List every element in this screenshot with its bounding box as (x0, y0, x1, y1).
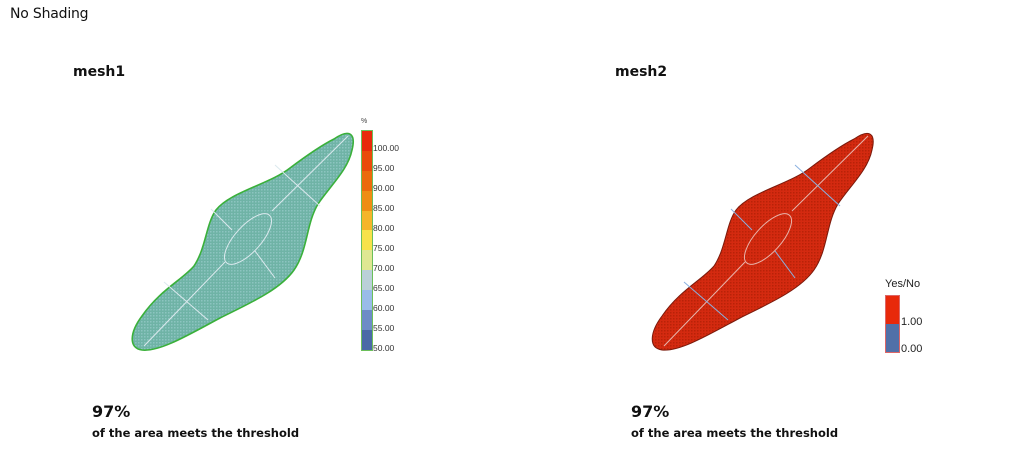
legend-swatch (362, 210, 372, 231)
mesh1-gridlines (143, 135, 349, 347)
mesh2-crosslines (683, 164, 841, 321)
legend-swatch-yes (886, 296, 899, 324)
mesh1-legend-colorbar (361, 130, 373, 351)
legend-tick: 65.00 (373, 283, 395, 293)
mesh2-percent: 97% (631, 402, 670, 421)
legend-swatch (362, 131, 372, 151)
mesh2-legend: Yes/No 1.00 0.00 (880, 278, 950, 358)
page-title: No Shading (10, 6, 89, 22)
legend-tick: 100.00 (373, 143, 399, 153)
mesh2-gridlines (663, 135, 869, 347)
mesh1-outline (131, 132, 354, 351)
legend-tick: 55.00 (373, 323, 395, 333)
legend-swatch (362, 230, 372, 251)
legend-tick: 50.00 (373, 343, 395, 353)
legend-tick: 90.00 (373, 183, 395, 193)
legend-tick: 80.00 (373, 223, 395, 233)
legend-swatch-no (886, 324, 899, 352)
legend-swatch (362, 270, 372, 291)
mesh2-title: mesh2 (615, 64, 668, 80)
mesh1-caption: of the area meets the threshold (92, 426, 300, 440)
mesh2-outline (651, 132, 874, 351)
legend-tick: 60.00 (373, 303, 395, 313)
legend-swatch (362, 170, 372, 191)
legend-tick: 95.00 (373, 163, 395, 173)
mesh1-title: mesh1 (73, 64, 126, 80)
legend-tick: 70.00 (373, 263, 395, 273)
legend-tick: 85.00 (373, 203, 395, 213)
legend-swatch (362, 190, 372, 211)
mesh2-caption: of the area meets the threshold (631, 426, 839, 440)
legend-swatch (362, 290, 372, 311)
mesh2-surface (651, 132, 874, 351)
mesh1-surface (131, 132, 354, 351)
mesh2-legend-title: Yes/No (885, 278, 921, 290)
legend-swatch (362, 150, 372, 171)
legend-tick: 1.00 (901, 316, 923, 328)
legend-swatch (362, 310, 372, 330)
mesh1-legend-unit: % (361, 118, 368, 125)
mesh1-legend: % 100.00 95.00 90.00 85.00 80.00 75.00 7… (358, 118, 418, 358)
mesh2-legend-colorbar (885, 295, 900, 353)
mesh1-percent: 97% (92, 402, 131, 421)
legend-swatch (362, 250, 372, 271)
legend-tick: 75.00 (373, 243, 395, 253)
legend-swatch (362, 329, 372, 350)
legend-tick: 0.00 (901, 343, 923, 355)
